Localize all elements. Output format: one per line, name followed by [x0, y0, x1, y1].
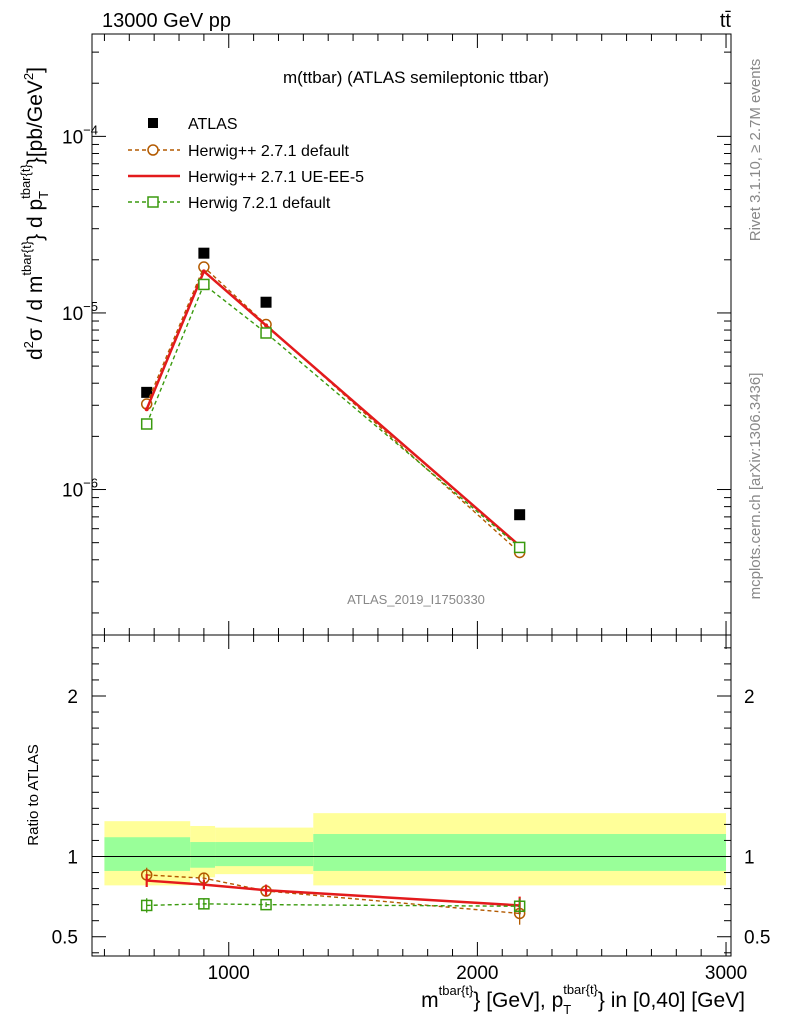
x-tick-label: 3000 [705, 963, 747, 984]
legend-label-herwig7-default: Herwig 7.2.1 default [188, 195, 331, 212]
main-y-tick-label: 10−6 [62, 476, 98, 502]
ratio-series [140, 867, 526, 925]
uncertainty-band-inner [215, 842, 314, 867]
uncertainty-band-inner [104, 837, 191, 871]
ratio-y-tick-label-right: 0.5 [744, 928, 770, 949]
mcplots-label: mcplots.cern.ch [arXiv:1306.3436] [747, 373, 764, 600]
data-point [513, 541, 526, 554]
ratio-series-2 [140, 898, 526, 915]
ratio-frame [91, 634, 732, 957]
rivet-label: Rivet 3.1.10, ≥ 2.7M events [747, 59, 764, 242]
main-series-line [145, 269, 521, 547]
ratio-uncertainty-bands [92, 813, 731, 886]
main-series-0 [141, 247, 526, 521]
main-series-2 [144, 269, 522, 548]
data-point [201, 269, 206, 274]
uncertainty-band-inner [313, 834, 727, 871]
legend-entry-herwig7-default: Herwig 7.2.1 default [128, 195, 331, 212]
ratio-panel: 0.5 0.5 1 1 2 2 1000 2000 3000 Ratio to ATLAS mt… [25, 634, 770, 1017]
ratio-point [140, 899, 153, 912]
ratio-axis-ticks: 0.5 0.5 1 1 2 2 1000 2000 3000 [52, 635, 770, 984]
ratio-y-tick-label: 1 [67, 847, 78, 868]
ratio-point [513, 900, 526, 912]
ratio-y-axis-label: Ratio to ATLAS [25, 744, 42, 845]
ratio-y-tick-label-right: 2 [744, 687, 755, 708]
x-tick-label: 2000 [456, 963, 498, 984]
main-y-axis-label: d2σ / d mtbar{t}} d pTtbar{t}}[pb/GeV2] [18, 67, 51, 360]
analysis-label: ATLAS_2019_I1750330 [347, 592, 485, 607]
data-point [264, 323, 269, 328]
legend-entry-herwigpp-ueee5: Herwig++ 2.7.1 UE-EE-5 [128, 169, 364, 186]
data-point [260, 327, 272, 339]
uncertainty-band-inner [190, 842, 216, 868]
legend: ATLAS Herwig++ 2.7.1 default Herwig++ 2.… [128, 116, 364, 212]
data-point [140, 418, 153, 430]
ratio-y-tick-label: 2 [67, 687, 78, 708]
ratio-point [260, 898, 272, 911]
chart-title: m(ttbar) (ATLAS semileptonic ttbar) [283, 68, 549, 87]
main-series-line [146, 265, 521, 553]
legend-entry-herwigpp-default: Herwig++ 2.7.1 default [128, 143, 350, 160]
data-point-atlas [141, 386, 153, 398]
main-panel: m(ttbar) (ATLAS semileptonic ttbar) ATLA… [18, 33, 732, 636]
legend-entry-atlas: ATLAS [148, 116, 238, 133]
data-point [144, 407, 149, 412]
legend-label-herwigpp-ueee5: Herwig++ 2.7.1 UE-EE-5 [188, 169, 364, 186]
main-y-tick-label: 10−4 [62, 122, 98, 148]
data-point-atlas [198, 247, 210, 259]
data-point [198, 278, 210, 291]
main-axis-ticks: 10−6 10−5 10−4 [62, 34, 731, 635]
energy-label: 13000 GeV pp [102, 10, 231, 32]
legend-label-herwigpp-default: Herwig++ 2.7.1 default [188, 143, 350, 160]
ratio-y-tick-label-right: 1 [744, 847, 755, 868]
data-point-atlas [260, 296, 272, 308]
ratio-series-line [146, 903, 520, 907]
ratio-series-line [146, 879, 520, 907]
main-series-line [146, 283, 521, 548]
main-series-1 [140, 261, 526, 559]
x-axis-label: mtbar{t}} [GeV], pTtbar{t}} in [0,40] [G… [421, 982, 745, 1017]
process-label: tt̄ [720, 10, 732, 32]
ratio-series-line [146, 874, 520, 915]
data-point-atlas [514, 509, 526, 521]
main-series-3 [140, 278, 526, 554]
ratio-y-tick-label: 0.5 [52, 928, 78, 949]
x-tick-label: 1000 [208, 963, 250, 984]
legend-label-atlas: ATLAS [188, 116, 238, 133]
main-series [140, 247, 526, 559]
ratio-point [198, 898, 210, 910]
main-y-tick-label: 10−5 [62, 299, 98, 325]
